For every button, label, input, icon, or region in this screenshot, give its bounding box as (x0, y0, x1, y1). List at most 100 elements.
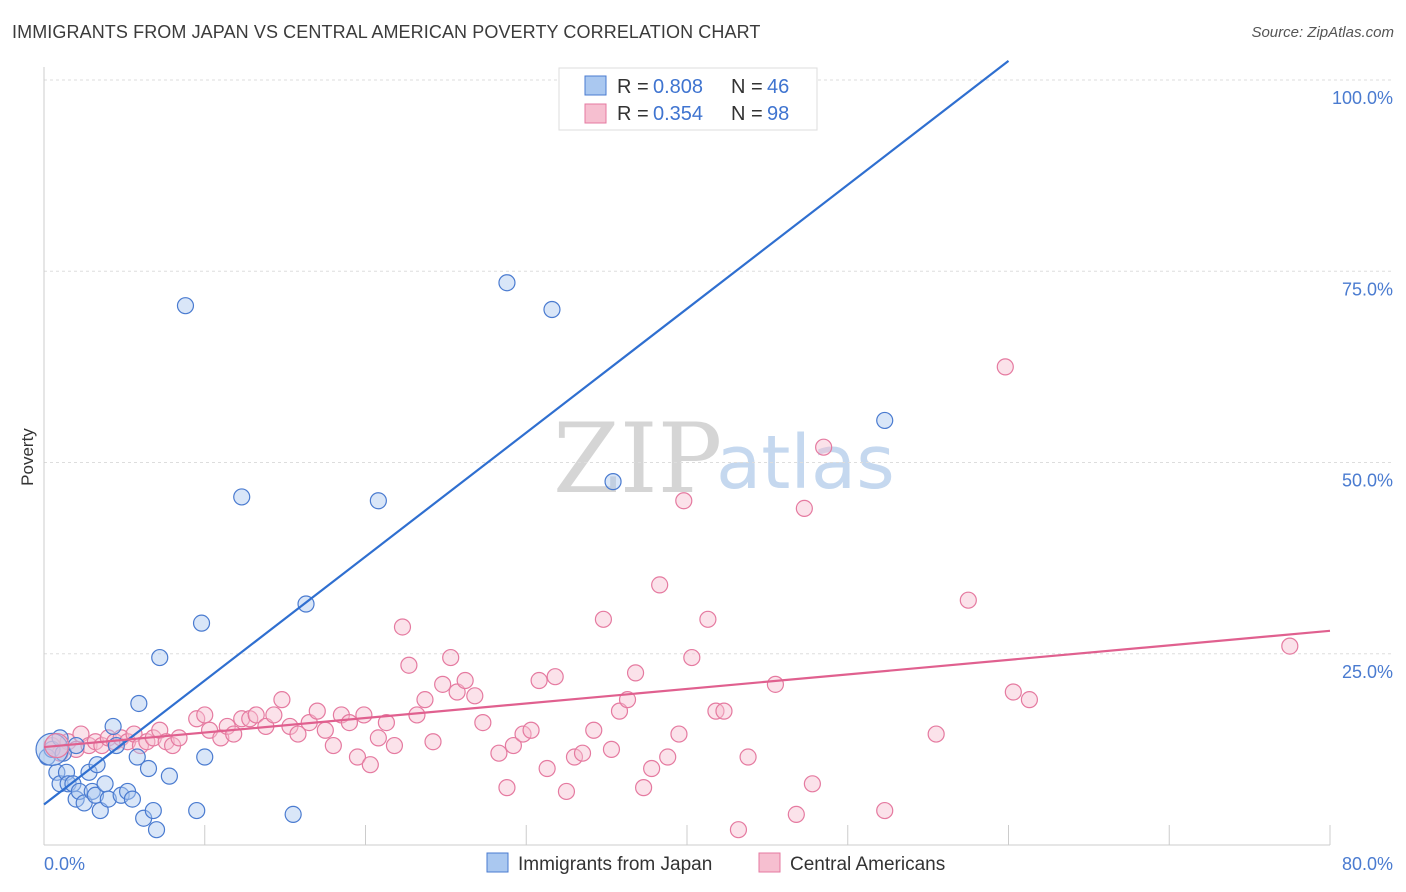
point-central-americans (456, 671, 474, 690)
series-legend: Immigrants from Japan Central Americans (486, 852, 945, 875)
point-central-americans (927, 725, 945, 743)
point-central-americans (683, 648, 701, 667)
source-credit: Source: ZipAtlas.com (1251, 24, 1394, 41)
y-axis-label: Poverty (18, 428, 37, 486)
point-central-americans (442, 648, 460, 667)
point-central-americans (795, 499, 813, 517)
point-japan (604, 473, 622, 491)
trend-lines (43, 60, 1331, 806)
point-central-americans (490, 744, 508, 762)
point-central-americans (170, 729, 188, 747)
watermark-atlas: atlas (716, 420, 895, 506)
legend-n-label-central-americans: N = (731, 103, 763, 125)
point-central-americans (803, 775, 821, 793)
point-central-americans (377, 713, 395, 732)
point-central-americans (815, 438, 833, 456)
point-japan (284, 805, 302, 824)
point-central-americans (504, 736, 522, 755)
point-central-americans (466, 687, 484, 705)
chart-title: IMMIGRANTS FROM JAPAN VS CENTRAL AMERICA… (12, 22, 761, 42)
point-central-americans (585, 721, 603, 739)
point-central-americans (265, 706, 283, 724)
watermark-zip: ZIP (553, 403, 722, 515)
point-central-americans (498, 779, 516, 797)
point-japan (99, 790, 117, 808)
point-japan (151, 648, 169, 667)
point-japan (543, 300, 561, 319)
point-central-americans (369, 729, 387, 747)
point-central-americans (247, 706, 265, 724)
point-central-americans (522, 721, 540, 739)
point-japan (369, 492, 387, 510)
series-legend-swatch-japan (486, 852, 509, 873)
point-central-americans (634, 779, 653, 797)
point-central-americans (602, 740, 621, 758)
trend-line-japan (43, 60, 1010, 806)
point-central-americans (787, 805, 805, 824)
data-points (35, 71, 1299, 839)
point-central-americans (361, 756, 379, 774)
point-japan (86, 786, 105, 804)
series-legend-swatch-central-americans (758, 852, 781, 873)
point-central-americans (424, 733, 442, 751)
point-japan (196, 748, 214, 766)
y-tick-label: 75.0% (1342, 279, 1393, 299)
point-japan (123, 790, 142, 808)
point-central-americans (643, 759, 661, 778)
point-central-americans (434, 675, 452, 693)
point-central-americans (289, 725, 307, 743)
point-central-americans (416, 691, 434, 709)
point-japan (144, 801, 162, 820)
point-japan (128, 748, 146, 766)
point-central-americans (188, 710, 206, 728)
point-central-americans (1020, 691, 1038, 709)
point-japan (188, 801, 206, 820)
legend-r-value-central-americans: 0.354 (653, 103, 703, 125)
legend-swatch-central-americans (584, 103, 607, 124)
y-tick-label: 25.0% (1342, 662, 1393, 682)
point-central-americans (348, 748, 367, 766)
trend-line-central-americans (43, 629, 1331, 749)
point-central-americans (1004, 683, 1022, 701)
point-central-americans (573, 744, 592, 762)
point-central-americans (324, 736, 342, 755)
point-japan (192, 614, 211, 632)
series-legend-label-japan: Immigrants from Japan (518, 854, 712, 875)
point-central-americans (340, 713, 359, 732)
point-japan (233, 488, 251, 506)
point-central-americans (308, 702, 326, 720)
point-central-americans (565, 748, 584, 766)
point-central-americans (393, 618, 412, 636)
legend-n-value-central-americans: 98 (767, 103, 789, 125)
point-japan (876, 411, 894, 430)
point-central-americans (196, 706, 214, 724)
point-central-americans (670, 725, 688, 743)
legend-n-value-japan: 46 (767, 76, 789, 98)
x-tick-label-max: 80.0% (1342, 854, 1393, 874)
axes: 25.0% 50.0% 75.0% 100.0% (43, 67, 1393, 846)
point-japan (130, 694, 148, 713)
point-central-americans (651, 576, 669, 594)
point-central-americans (996, 358, 1014, 376)
point-central-americans (699, 610, 717, 628)
point-japan (147, 821, 166, 839)
point-central-americans (675, 492, 693, 510)
point-japan (160, 767, 178, 785)
point-central-americans (385, 736, 404, 755)
point-central-americans (400, 656, 418, 674)
point-central-americans (474, 713, 492, 732)
point-central-americans (715, 702, 733, 720)
point-japan (176, 297, 195, 315)
point-central-americans (959, 591, 977, 609)
x-tick-label-min: 0.0% (44, 854, 85, 874)
point-central-americans (355, 706, 373, 724)
point-central-americans (594, 610, 613, 628)
point-central-americans (546, 668, 564, 686)
point-central-americans (514, 725, 532, 743)
point-central-americans (659, 748, 677, 766)
point-central-americans (530, 671, 548, 690)
grid (44, 79, 1393, 655)
point-central-americans (876, 801, 894, 820)
point-central-americans (766, 675, 785, 693)
